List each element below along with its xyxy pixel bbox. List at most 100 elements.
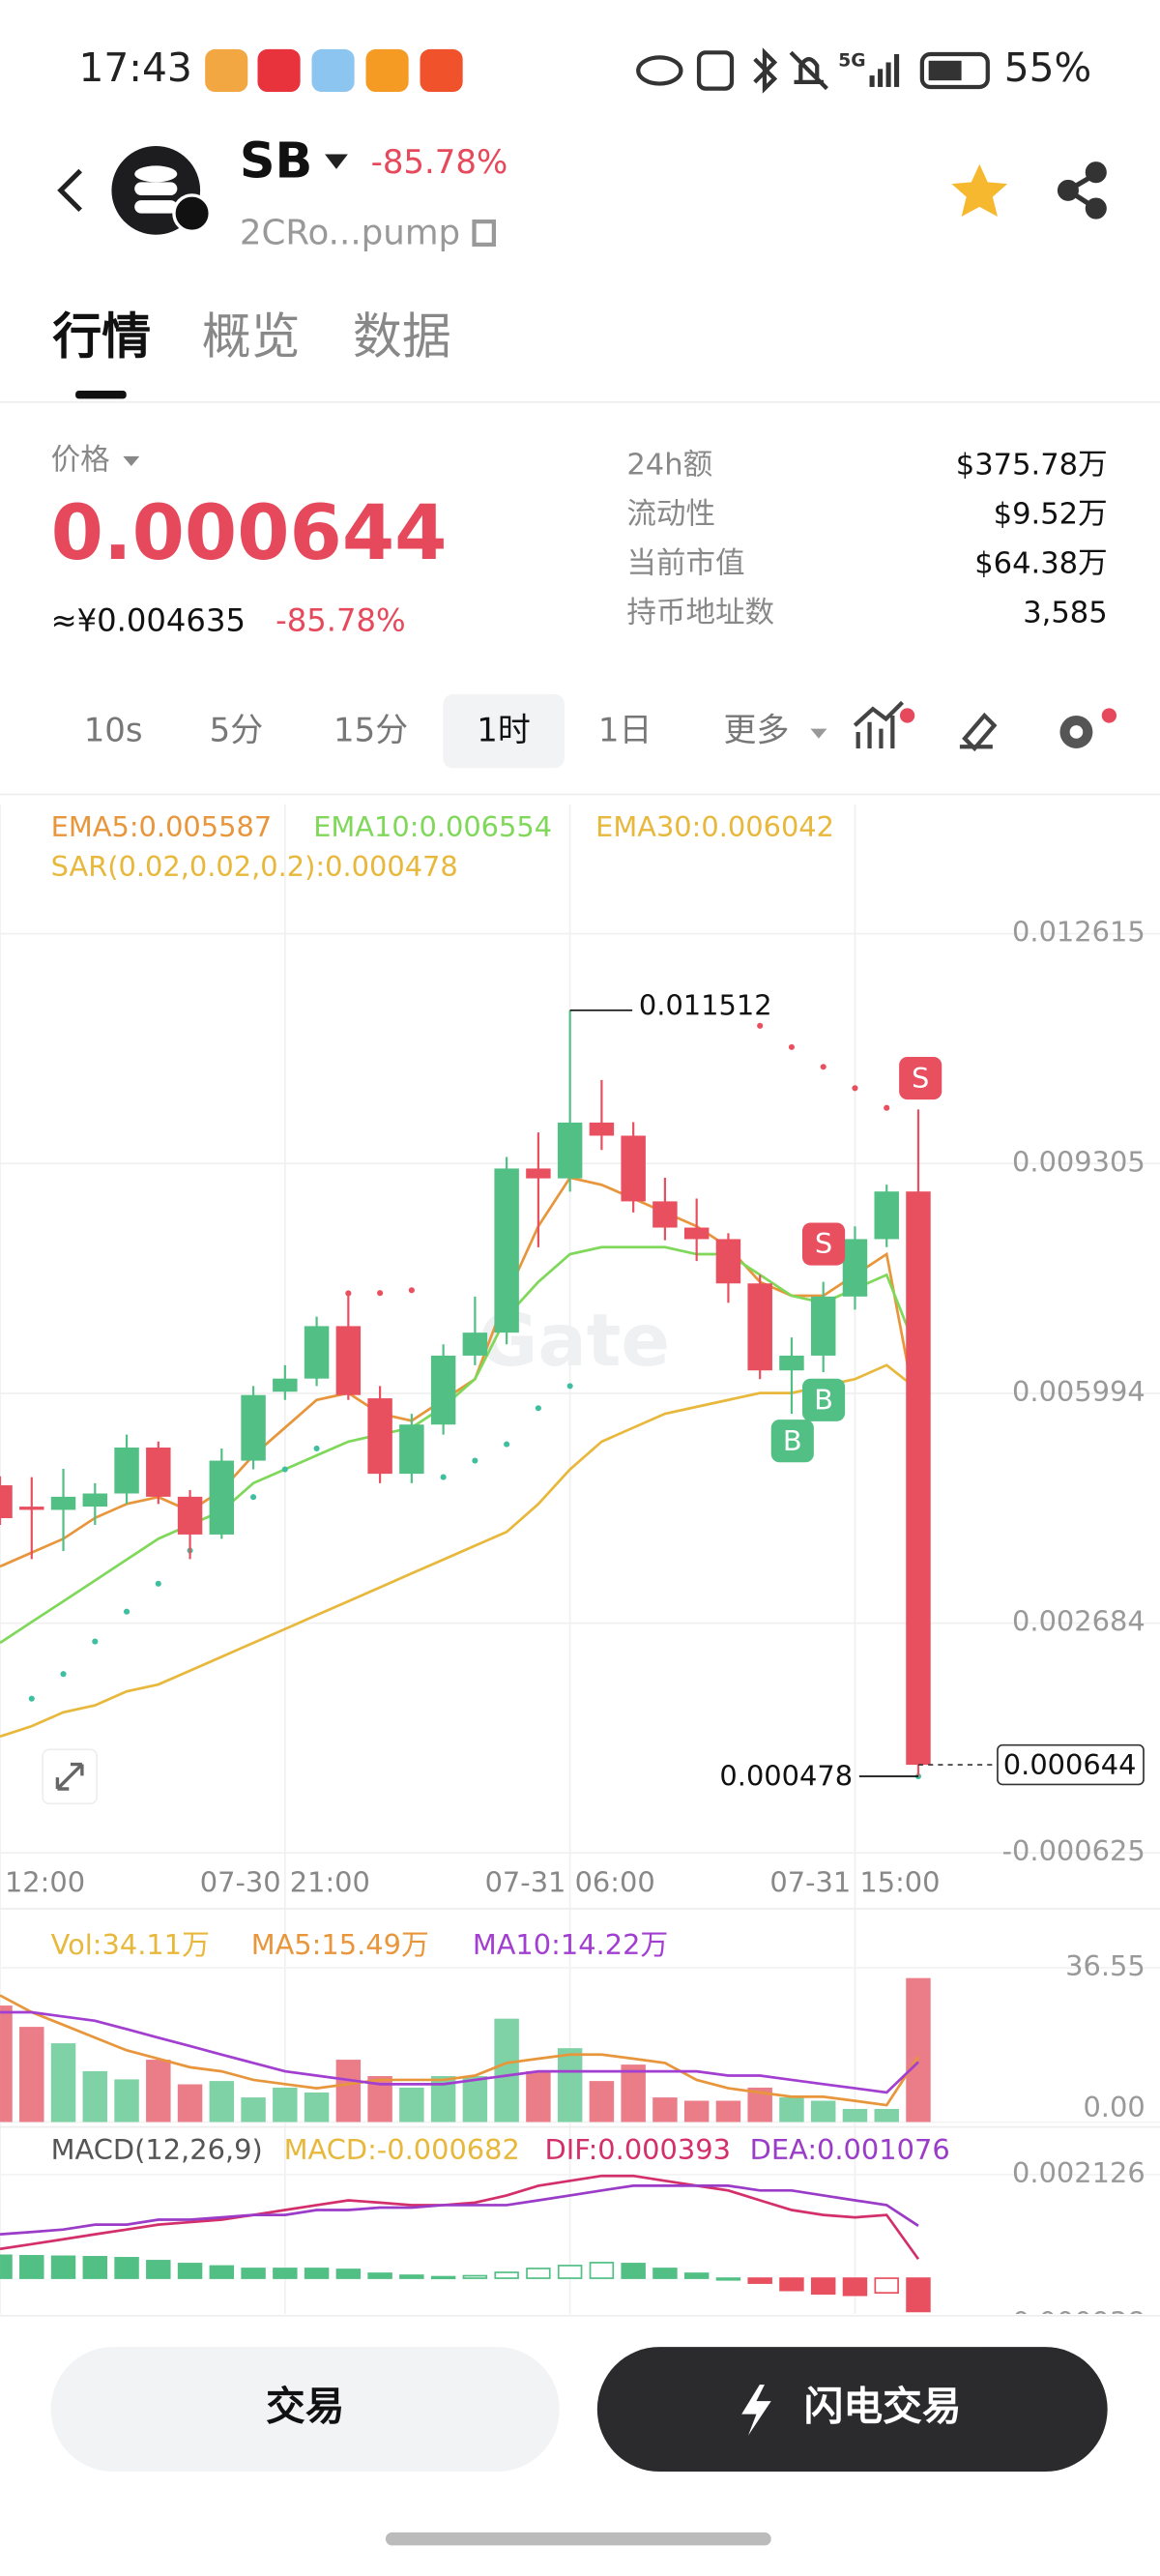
- volume-tick-label: 0.00: [1083, 2091, 1145, 2123]
- candle-body: [747, 1283, 772, 1371]
- macd-line: [0, 2174, 920, 2261]
- tab[interactable]: 概览: [202, 308, 301, 366]
- trade-signal: [899, 1057, 942, 1100]
- tab[interactable]: 行情: [52, 308, 151, 366]
- interval-option[interactable]: 10s: [84, 711, 143, 749]
- last-price-box: [997, 1743, 1145, 1786]
- volume-bar: [906, 1977, 931, 2122]
- battery-level: [928, 60, 962, 81]
- dropdown-arrow[interactable]: [810, 728, 827, 739]
- ema-line: [0, 1245, 920, 1645]
- header-change: -85.78%: [371, 143, 508, 182]
- interval-option[interactable]: 5分: [210, 711, 264, 749]
- share-icon[interactable]: [1057, 161, 1107, 220]
- interval-option[interactable]: 更多: [724, 711, 790, 749]
- draw-icon[interactable]: [959, 712, 998, 752]
- candle-body: [715, 1239, 741, 1284]
- sar-dot: [504, 1441, 510, 1448]
- share-dot: [1085, 161, 1107, 184]
- macd-bar: [810, 2277, 836, 2296]
- sar-dot: [440, 1474, 447, 1480]
- stat-label: 流动性: [626, 497, 715, 531]
- stat-label: 24h额: [626, 449, 712, 483]
- macd-bar: [19, 2255, 44, 2279]
- sar-dot: [788, 1043, 796, 1050]
- clock: 17:43: [78, 44, 191, 91]
- macd-bar: [399, 2274, 424, 2279]
- token-symbol[interactable]: SB: [240, 133, 312, 190]
- signal-bar: [878, 69, 884, 87]
- volume-bar: [462, 2076, 488, 2122]
- candle-body: [50, 1496, 76, 1510]
- app-icon: [311, 48, 355, 93]
- dropdown-arrow[interactable]: [325, 154, 348, 169]
- sar-dot: [281, 1466, 288, 1473]
- volume-bar: [779, 2097, 804, 2122]
- volume-ma-line: [0, 2010, 919, 2094]
- share-dot: [1085, 197, 1107, 220]
- interval-option[interactable]: 1时: [477, 711, 531, 749]
- candle-body: [494, 1168, 519, 1333]
- sar-dot: [123, 1608, 130, 1615]
- tab[interactable]: 数据: [353, 308, 451, 366]
- x-tick-label: 07-31 06:00: [485, 1865, 655, 1898]
- expand-icon: [55, 1762, 84, 1791]
- x-tick-label: 07-30 21:00: [200, 1865, 370, 1898]
- candle-body: [114, 1447, 139, 1494]
- volume-legend: MA10:14.22万: [473, 1928, 668, 1961]
- indicator-icon[interactable]: [853, 700, 905, 748]
- sar-dot: [28, 1695, 35, 1702]
- candle-body: [906, 1191, 931, 1766]
- eye-icon: [636, 55, 683, 86]
- dropdown-arrow[interactable]: [123, 455, 140, 467]
- settings-hole: [1069, 725, 1084, 739]
- sar-dot: [820, 1064, 826, 1070]
- y-tick-label: 0.009305: [1012, 1145, 1146, 1178]
- price-chart: 07-30 12:00 07-30 21:00 07-31 06:00 07-31 1…: [0, 804, 1160, 2315]
- macd-bar: [335, 2269, 362, 2279]
- battery-icon: [919, 51, 990, 90]
- trade-signal-label: B: [814, 1383, 833, 1416]
- macd-tick-label: 0.002126: [1012, 2156, 1146, 2189]
- macd-bar: [652, 2268, 678, 2279]
- ema-legend: EMA5:0.005587: [51, 810, 273, 843]
- trade-signal: [770, 1420, 814, 1463]
- candle-body: [842, 1239, 868, 1297]
- candle-body: [779, 1355, 804, 1371]
- min-marker-label: 0.000478: [719, 1760, 853, 1793]
- home-indicator: [385, 2532, 771, 2546]
- macd-bar: [494, 2271, 519, 2279]
- volume-bar: [399, 2087, 424, 2122]
- flash-trade-button[interactable]: [596, 2347, 1108, 2473]
- volume-bar: [652, 2097, 678, 2122]
- candle-body: [526, 1168, 551, 1179]
- macd-bar: [367, 2272, 392, 2279]
- macd-bar: [874, 2277, 899, 2295]
- back-button[interactable]: [57, 168, 82, 213]
- mute-icon: [789, 50, 828, 91]
- coin-layer: [134, 200, 178, 214]
- coin-layer: [134, 165, 178, 183]
- trade-button[interactable]: [50, 2347, 560, 2473]
- favorite-star[interactable]: [951, 163, 1008, 218]
- interval-option[interactable]: 15分: [334, 711, 408, 749]
- bluetooth-icon: [753, 47, 778, 94]
- nfc-icon: [696, 50, 735, 91]
- trade-signal: [801, 1222, 846, 1266]
- sar-dot: [757, 1022, 764, 1029]
- sar-dot: [472, 1457, 478, 1464]
- macd-bar: [557, 2265, 583, 2279]
- candle-body: [335, 1326, 362, 1395]
- candle-body: [241, 1394, 266, 1461]
- price-cny: ≈¥0.004635: [51, 601, 246, 638]
- volume-bar: [874, 2108, 899, 2122]
- macd-bar: [50, 2255, 76, 2279]
- trade-signal: [801, 1378, 846, 1421]
- copy-icon[interactable]: [472, 220, 497, 248]
- status-icons: [636, 47, 990, 94]
- macd-bar: [241, 2268, 266, 2279]
- macd-bar: [621, 2263, 646, 2279]
- interval-option[interactable]: 1日: [598, 711, 652, 749]
- last-price-label: 0.000644: [1003, 1748, 1137, 1781]
- app-icon: [365, 48, 409, 93]
